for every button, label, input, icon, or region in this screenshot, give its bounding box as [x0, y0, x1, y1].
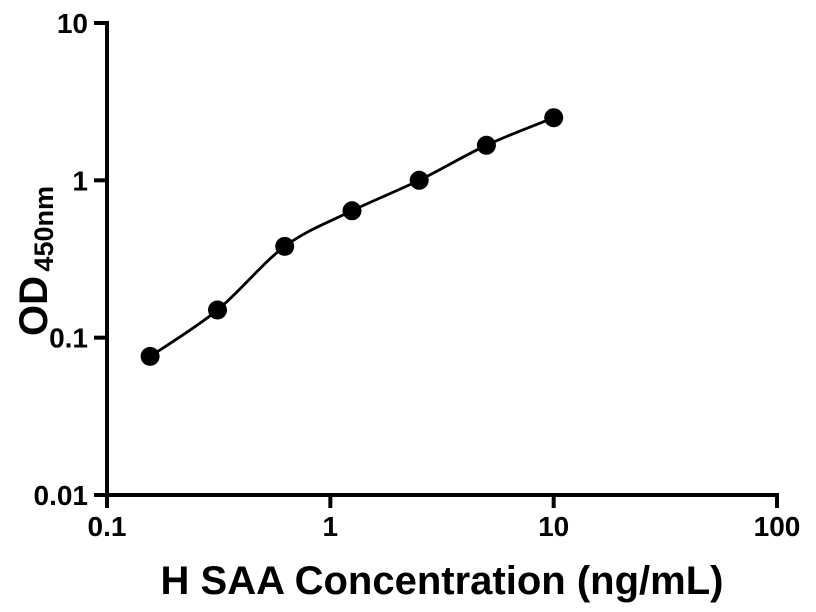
data-point-marker: [208, 300, 227, 320]
data-point-marker: [544, 108, 564, 128]
y-axis-title: OD 450nm: [12, 186, 59, 336]
axis-tick-marks: [94, 21, 779, 508]
y-tick-label: 0.1: [49, 323, 88, 354]
y-tick-label: 1: [72, 165, 88, 196]
x-axis-tick-labels: 0.1 1 10 100: [88, 511, 801, 542]
standard-curve-line: [149, 116, 555, 358]
y-tick-label: 10: [57, 8, 88, 39]
data-points: [140, 108, 564, 366]
data-point-marker: [140, 346, 160, 366]
y-axis-title-subscript: 450nm: [29, 186, 59, 272]
data-point-marker: [275, 236, 295, 256]
data-point-marker: [409, 170, 429, 190]
data-point-marker: [476, 135, 496, 155]
x-tick-label: 100: [754, 511, 801, 542]
data-point-marker: [342, 201, 362, 221]
x-tick-label: 1: [323, 511, 339, 542]
x-axis-title: H SAA Concentration (ng/mL): [161, 559, 724, 603]
x-tick-label: 0.1: [88, 511, 127, 542]
x-tick-label: 10: [538, 511, 569, 542]
fit-curve: [149, 116, 555, 358]
y-axis-title-main: OD: [12, 276, 56, 336]
y-tick-label: 0.01: [34, 480, 89, 511]
y-axis-tick-labels: 0.01 0.1 1 10: [34, 8, 89, 511]
axis-spines: [105, 21, 779, 497]
